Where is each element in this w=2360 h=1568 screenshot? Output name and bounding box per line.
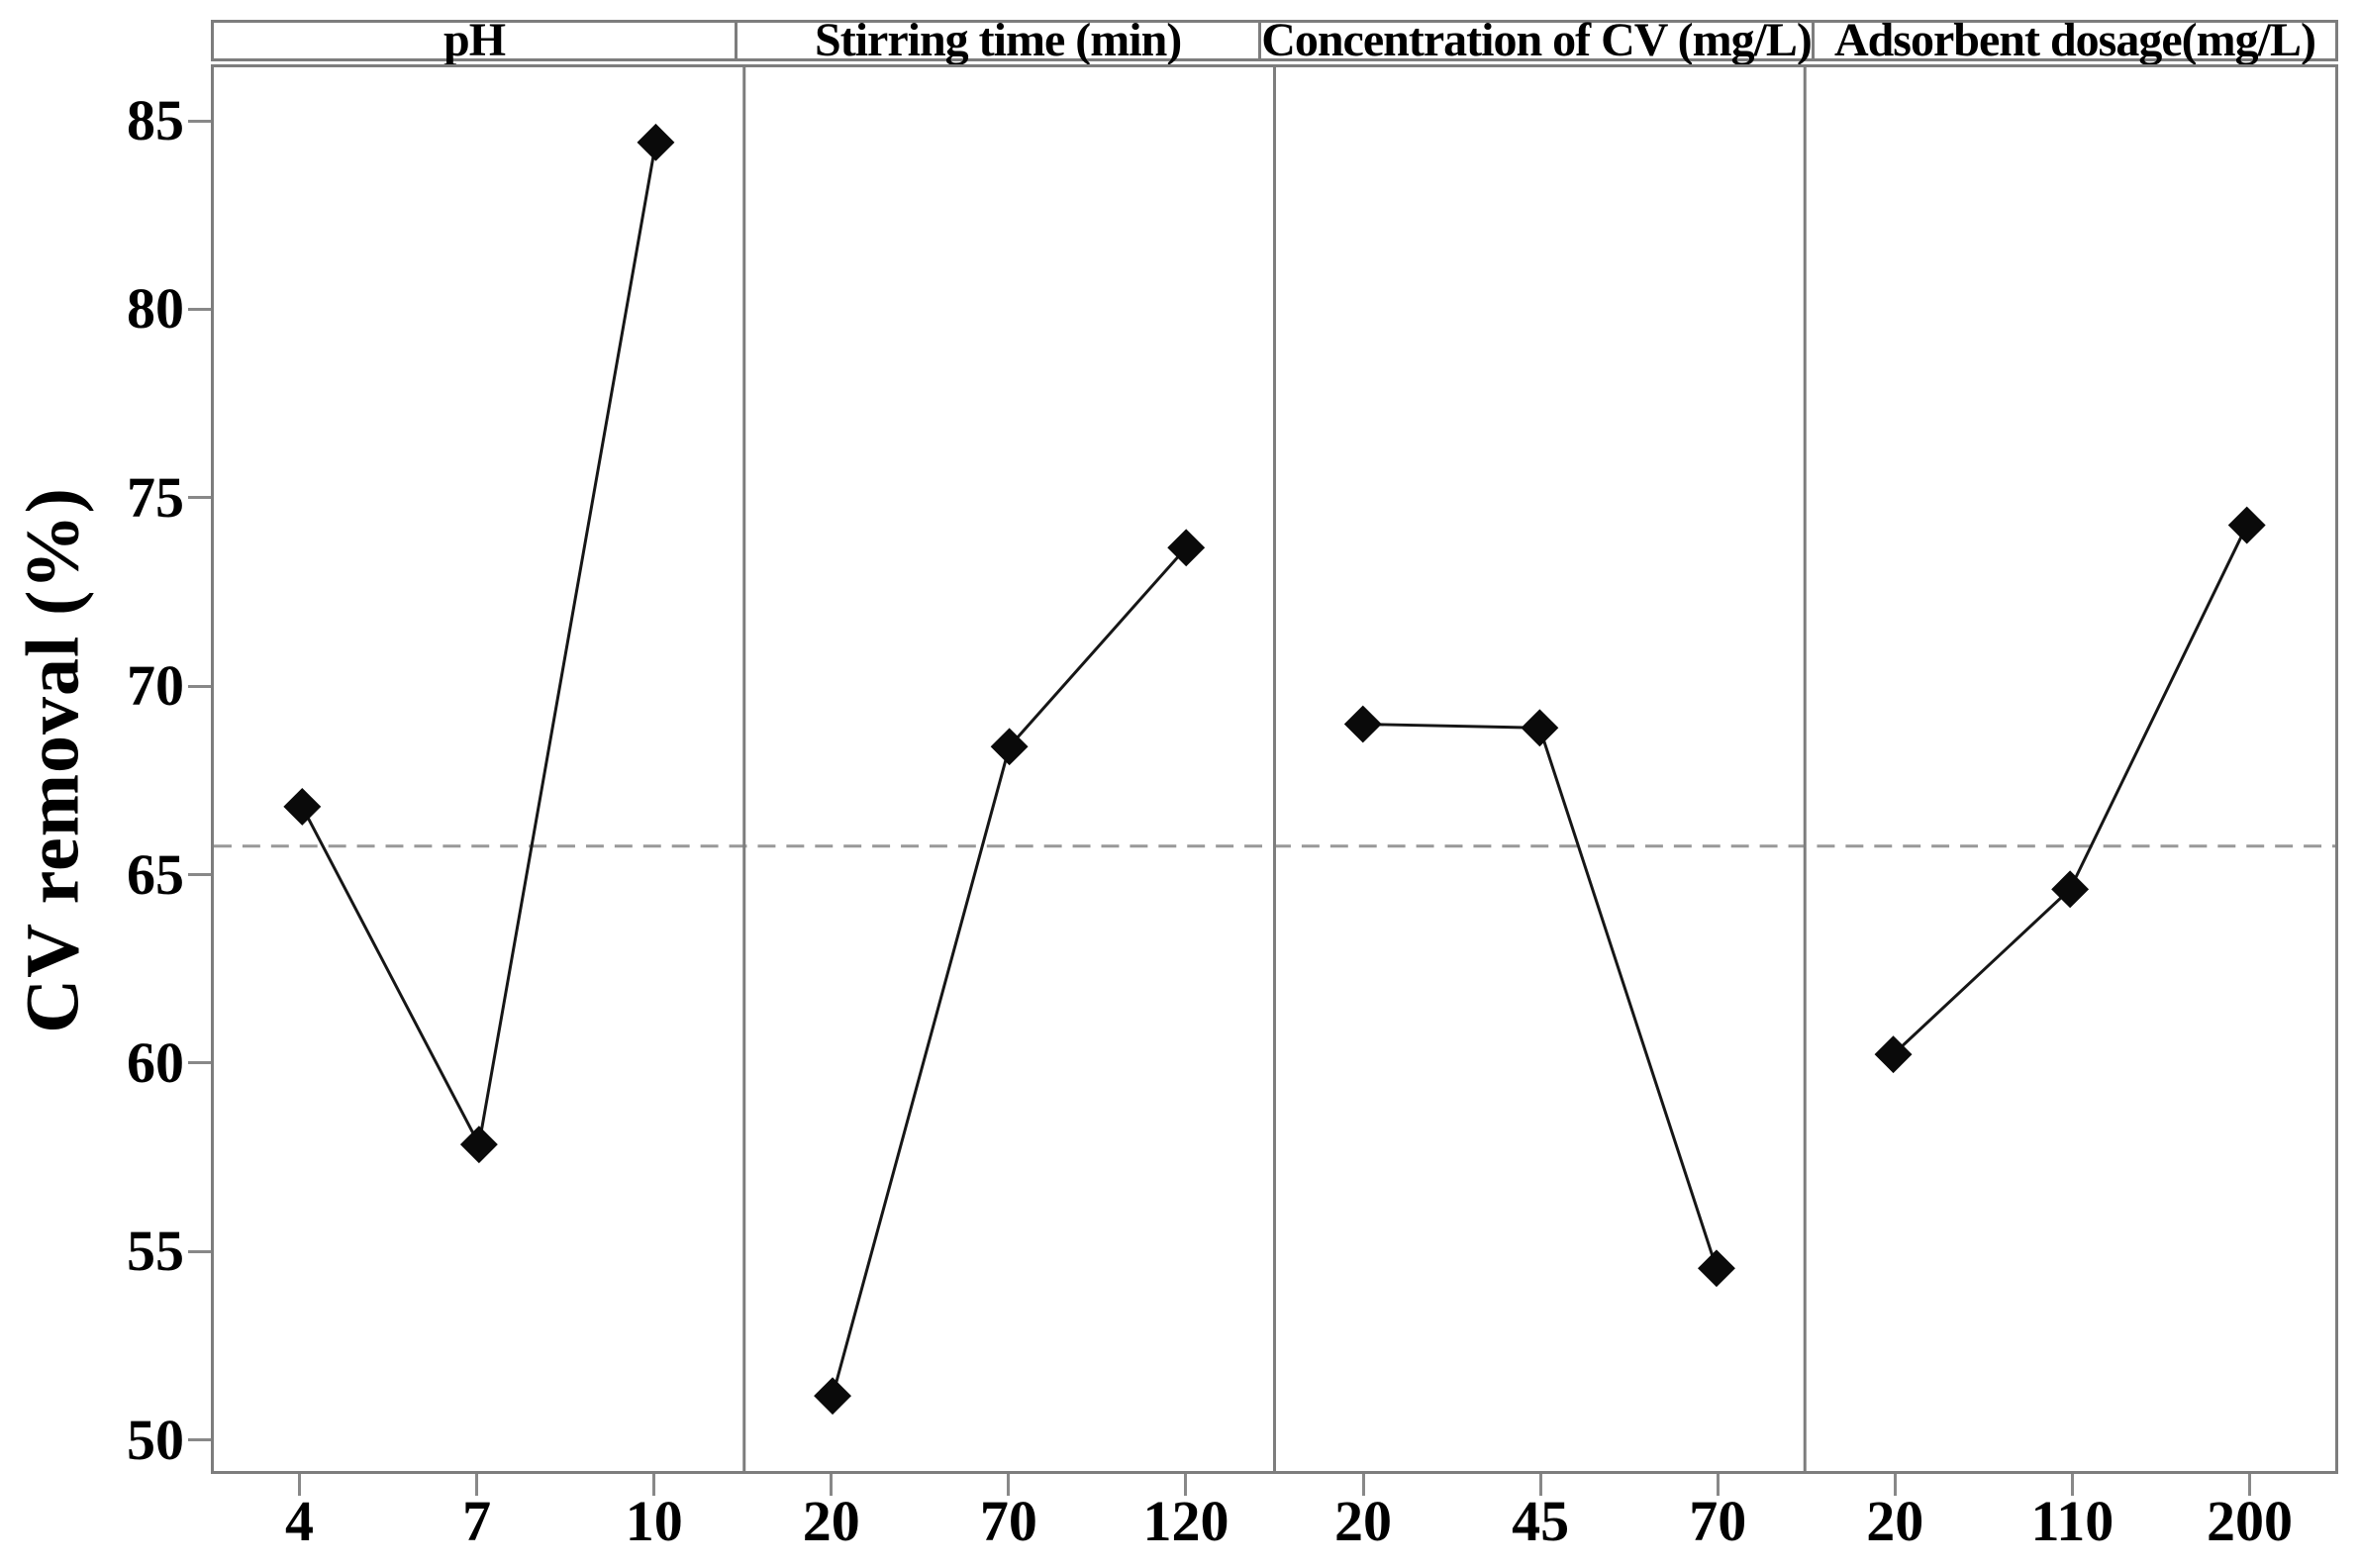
x-axis-tick	[2247, 1474, 2251, 1496]
x-axis-tick	[1716, 1474, 1720, 1496]
y-axis-tick-label: 75	[127, 464, 184, 530]
x-axis-tick	[1893, 1474, 1897, 1496]
plot-area	[211, 64, 2338, 1474]
x-axis-tick	[1007, 1474, 1011, 1496]
panel-header-adsorbent-dosage: Adsorbent dosage(mg/L)	[1811, 17, 2335, 64]
x-axis-tick	[1538, 1474, 1542, 1496]
data-point-diamond	[990, 728, 1029, 766]
x-axis-tick-label: 20	[802, 1489, 860, 1553]
y-axis-tick-label: 50	[127, 1407, 184, 1472]
x-axis-tick	[1184, 1474, 1188, 1496]
data-point-diamond	[1874, 1035, 1913, 1074]
x-axis-tick	[830, 1474, 834, 1496]
data-point-diamond	[283, 787, 322, 826]
y-axis-tick	[188, 873, 211, 877]
series-line	[1362, 723, 1719, 1269]
main-effects-plot-svg	[214, 67, 2335, 1471]
y-axis-tick-label: 55	[127, 1219, 184, 1284]
x-axis-tick-label: 4	[285, 1489, 315, 1553]
panel-header-row: pH Stirring time (min) Concentration of …	[211, 14, 2338, 66]
data-point-diamond	[1698, 1249, 1735, 1288]
y-axis-tick-label: 65	[127, 841, 184, 907]
y-axis-tick	[188, 1438, 211, 1442]
data-point-diamond	[2227, 506, 2266, 544]
data-point-diamond	[1521, 709, 1559, 747]
panel-header-stirring-time: Stirring time (min)	[735, 17, 1258, 64]
data-point-diamond	[1167, 529, 1206, 567]
x-axis-tick-label: 7	[462, 1489, 492, 1553]
y-axis-tick	[188, 1061, 211, 1065]
y-axis-tick	[188, 496, 211, 500]
x-axis-tick-label: 110	[2030, 1489, 2114, 1553]
data-point-diamond	[459, 1126, 498, 1164]
y-axis-tick-label: 60	[127, 1029, 184, 1095]
y-axis-tick-label: 85	[127, 88, 184, 153]
x-axis-tick	[298, 1474, 302, 1496]
y-axis-tick-label: 70	[127, 653, 184, 719]
x-axis-tick	[2070, 1474, 2074, 1496]
x-axis-tick-label: 20	[1334, 1489, 1393, 1553]
series-line	[300, 142, 657, 1149]
x-axis-tick-label: 70	[1689, 1489, 1747, 1553]
y-axis-tick-label: 80	[127, 276, 184, 342]
series-line	[1892, 524, 2249, 1056]
y-axis-tick	[188, 1249, 211, 1253]
series-line	[831, 546, 1188, 1397]
x-axis-tick	[652, 1474, 656, 1496]
x-axis-tick-label: 200	[2206, 1489, 2293, 1553]
x-axis-tick-label: 120	[1142, 1489, 1229, 1553]
y-axis-tick	[188, 119, 211, 123]
y-axis-tick	[188, 307, 211, 311]
data-point-diamond	[814, 1377, 851, 1416]
data-point-diamond	[2051, 870, 2090, 909]
data-point-diamond	[637, 123, 675, 161]
x-axis-tick-label: 70	[979, 1489, 1037, 1553]
x-axis-tick	[1361, 1474, 1365, 1496]
x-axis-tick-label: 20	[1866, 1489, 1924, 1553]
x-axis-tick-label: 10	[625, 1489, 683, 1553]
y-axis-tick	[188, 684, 211, 688]
panel-header-ph: pH	[443, 14, 506, 66]
data-point-diamond	[1343, 705, 1382, 743]
x-axis-tick-label: 45	[1512, 1489, 1570, 1553]
y-axis-title: CV removal (%)	[11, 487, 95, 1033]
panel-header-concentration: Concentration of CV (mg/L)	[1258, 17, 1813, 64]
x-axis-tick	[475, 1474, 479, 1496]
